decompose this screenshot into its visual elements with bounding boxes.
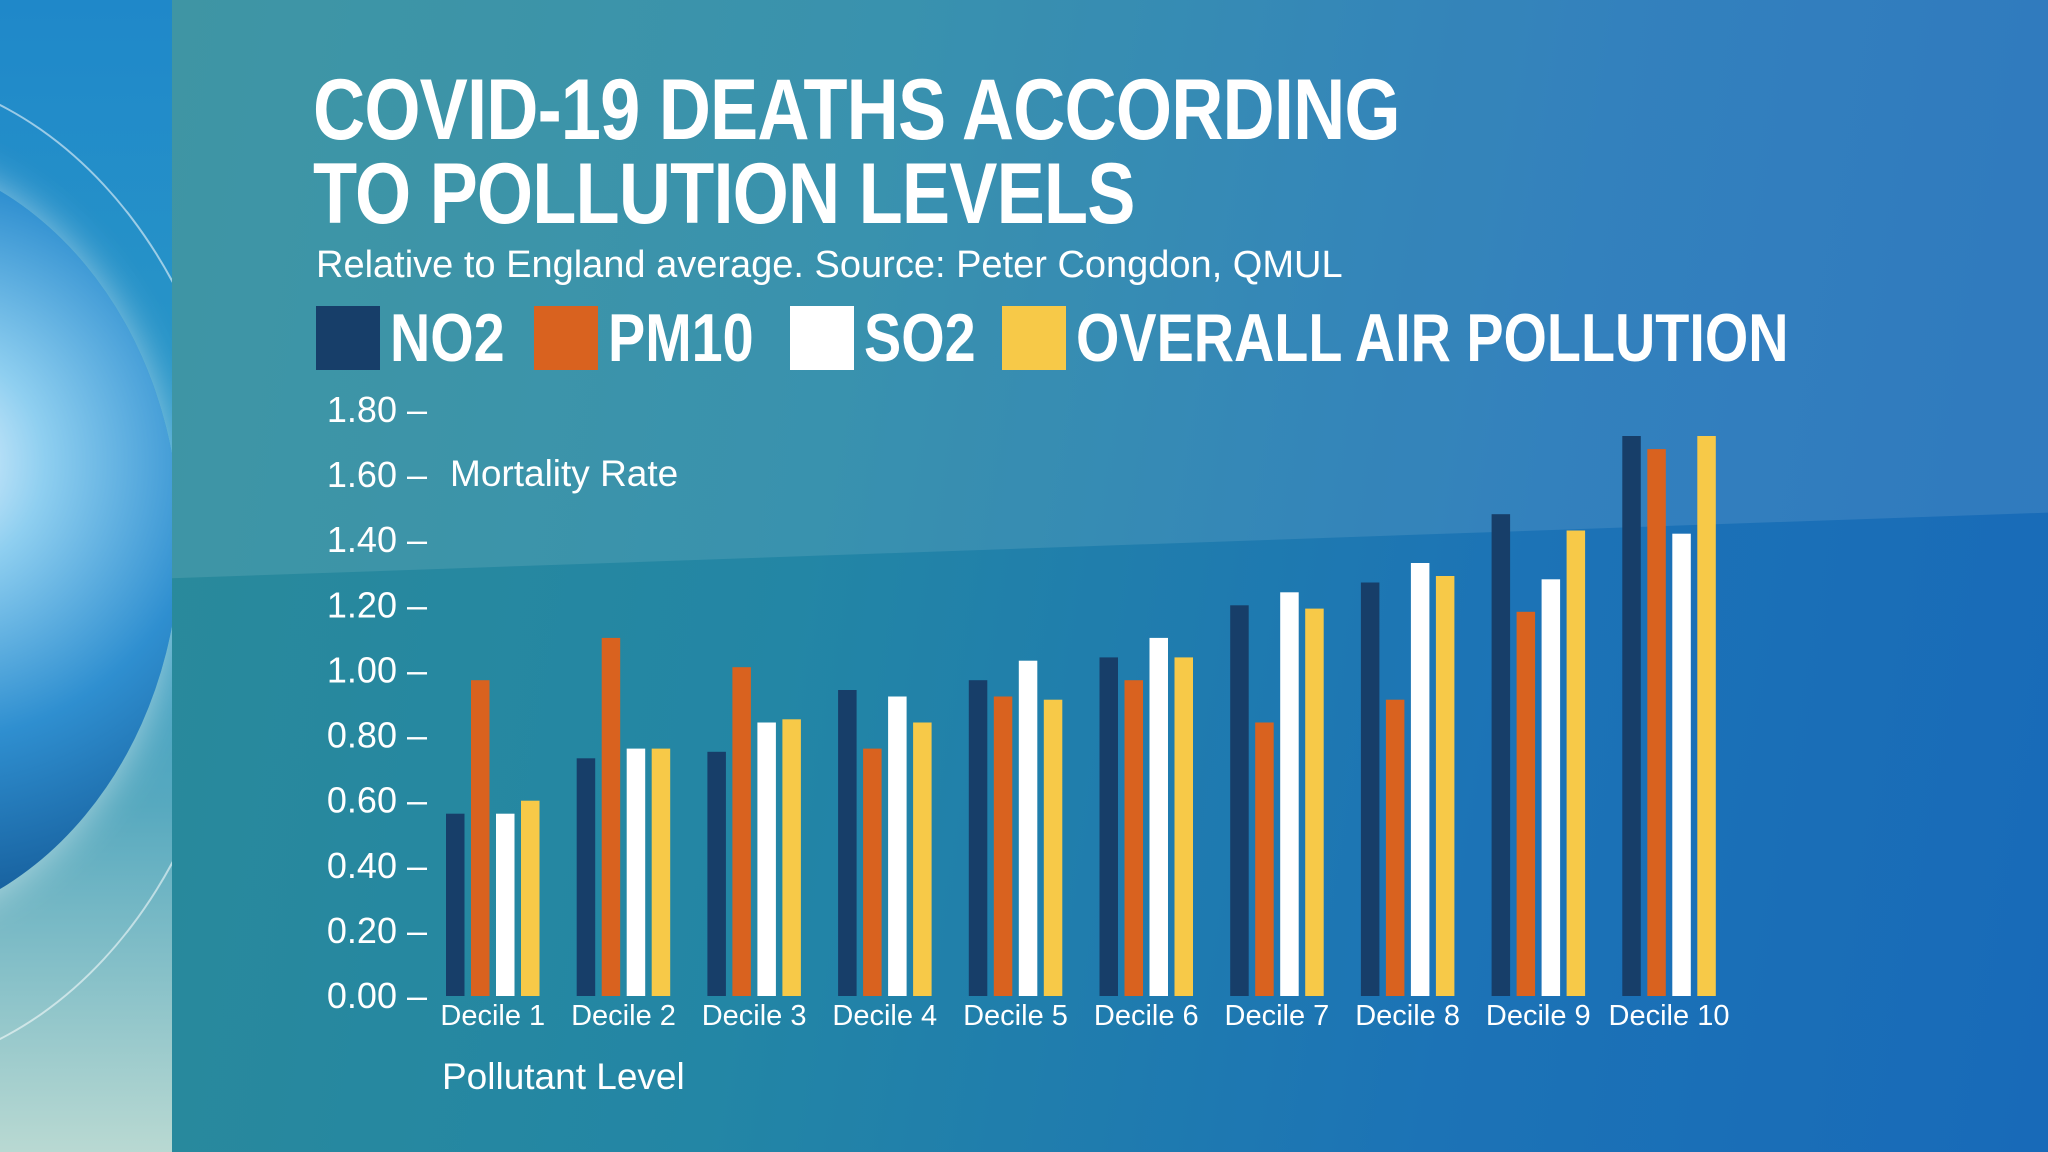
y-axis-label: Mortality Rate	[450, 453, 678, 494]
x-category-label: Decile 4	[832, 1000, 937, 1032]
x-category-label: Decile 8	[1355, 1000, 1460, 1032]
legend-label-pm10: PM10	[608, 300, 754, 376]
bar-overall-air-pollution-decile-8	[1435, 576, 1455, 996]
x-category-label: Decile 10	[1609, 1000, 1730, 1032]
globe-background	[0, 0, 172, 1152]
y-tick-label: 1.20 –	[327, 584, 427, 625]
bar-pm10-decile-8	[1385, 699, 1405, 996]
chart-title-line-2: TO POLLUTION LEVELS	[313, 146, 1135, 242]
bar-pm10-decile-3	[732, 667, 751, 996]
x-axis-label: Pollutant Level	[442, 1056, 685, 1097]
bar-no2-decile-5	[968, 680, 988, 996]
bar-so2-decile-2	[626, 748, 646, 996]
x-axis-categories: Decile 1 Decile 2 Decile 3 Decile 4 Decile 5…	[440, 1000, 1729, 1032]
y-tick-label: 0.40 –	[327, 845, 427, 886]
legend-swatch-no2	[316, 306, 380, 370]
bar-overall-air-pollution-decile-6	[1174, 657, 1193, 996]
x-category-label: Decile 3	[702, 1000, 807, 1032]
bar-overall-air-pollution-decile-10	[1697, 436, 1716, 996]
legend-swatch-pm10	[534, 306, 598, 370]
legend-label-no2: NO2	[390, 300, 505, 376]
y-tick-label: 0.80 –	[327, 715, 427, 756]
panel-sheen	[172, 0, 2048, 579]
legend-label-overall-air-pollution: OVERALL AIR POLLUTION	[1076, 300, 1789, 376]
bar-pm10-decile-9	[1516, 611, 1536, 996]
bar-overall-air-pollution-decile-5	[1043, 699, 1063, 996]
bar-no2-decile-9	[1491, 514, 1511, 996]
y-tick-label: 1.60 –	[327, 454, 427, 495]
bar-no2-decile-2	[576, 758, 596, 996]
bar-pm10-decile-6	[1124, 680, 1143, 996]
bar-so2-decile-9	[1541, 579, 1561, 996]
y-tick-label: 0.60 –	[327, 780, 427, 821]
bar-no2-decile-10	[1622, 436, 1641, 996]
bar-so2-decile-8	[1410, 563, 1430, 996]
y-tick-label: 1.80 –	[327, 389, 427, 430]
bar-overall-air-pollution-decile-1	[521, 800, 540, 996]
bar-overall-air-pollution-decile-3	[782, 719, 801, 996]
bar-no2-decile-7	[1230, 605, 1249, 996]
bar-so2-decile-4	[888, 696, 907, 996]
legend-swatch-so2	[790, 306, 854, 370]
bar-overall-air-pollution-decile-2	[651, 748, 671, 996]
bar-pm10-decile-4	[863, 748, 882, 996]
bar-so2-decile-5	[1018, 660, 1038, 996]
chart-subtitle: Relative to England average. Source: Pet…	[316, 244, 1343, 286]
chart-title-line-1: COVID-19 DEATHS ACCORDING	[313, 62, 1401, 158]
bar-so2-decile-10	[1672, 533, 1691, 996]
bar-overall-air-pollution-decile-4	[913, 722, 932, 996]
bar-pm10-decile-5	[993, 696, 1013, 996]
bar-so2-decile-7	[1280, 592, 1299, 996]
bar-pm10-decile-10	[1647, 449, 1666, 997]
y-axis-ticks: 0.00 – 0.20 – 0.40 – 0.60 – 0.80 – 1.00 – 1.20…	[327, 389, 427, 1016]
bar-series	[446, 436, 1716, 997]
y-tick-label: 0.00 –	[327, 975, 427, 1016]
legend-label-so2: SO2	[864, 300, 976, 376]
legend-swatch-overall-air-pollution	[1002, 306, 1066, 370]
bar-pm10-decile-7	[1255, 722, 1274, 996]
chart-title: COVID-19 DEATHS ACCORDING TO POLLUTION L…	[313, 67, 1401, 237]
bar-no2-decile-8	[1360, 582, 1380, 996]
x-category-label: Decile 5	[963, 1000, 1068, 1032]
bar-no2-decile-4	[838, 690, 857, 996]
x-category-label: Decile 9	[1486, 1000, 1591, 1032]
bar-so2-decile-1	[496, 813, 515, 996]
bar-overall-air-pollution-decile-7	[1305, 608, 1324, 996]
bar-no2-decile-3	[707, 751, 726, 996]
bar-pm10-decile-2	[601, 637, 621, 996]
x-category-label: Decile 6	[1094, 1000, 1199, 1032]
bar-pm10-decile-1	[471, 680, 490, 996]
bar-no2-decile-6	[1099, 657, 1118, 996]
x-category-label: Decile 7	[1225, 1000, 1330, 1032]
y-tick-label: 1.00 –	[327, 649, 427, 690]
x-category-label: Decile 1	[440, 1000, 545, 1032]
x-category-label: Decile 2	[571, 1000, 676, 1032]
bar-overall-air-pollution-decile-9	[1566, 530, 1586, 996]
bar-so2-decile-6	[1149, 637, 1168, 996]
y-tick-label: 1.40 –	[327, 519, 427, 560]
y-tick-label: 0.20 –	[327, 910, 427, 951]
bar-so2-decile-3	[757, 722, 776, 996]
bar-no2-decile-1	[446, 813, 465, 996]
